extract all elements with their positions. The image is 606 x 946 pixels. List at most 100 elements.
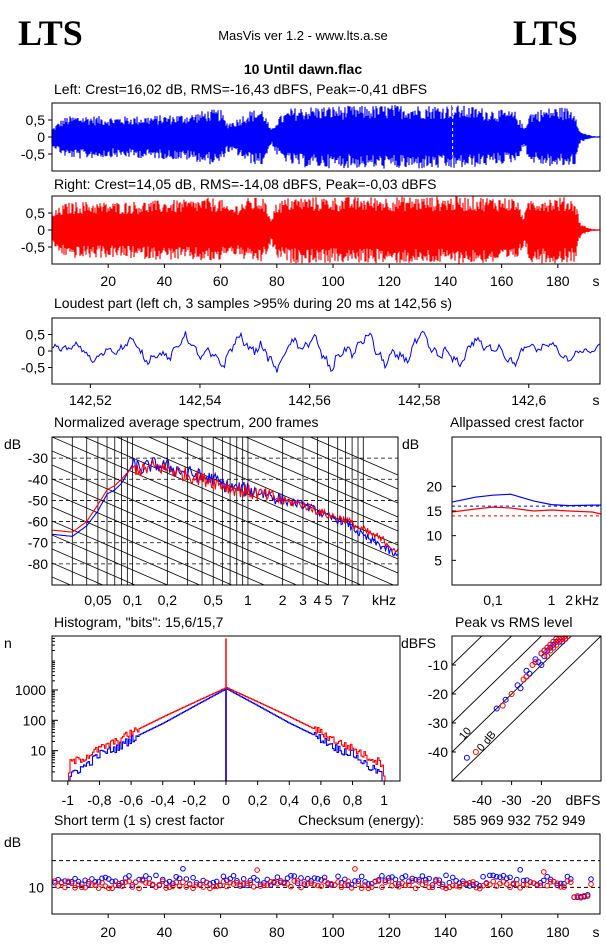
- spectrum-frame: [51, 436, 399, 586]
- short-term-point-0: [507, 874, 513, 881]
- short-term-point-0: [183, 876, 190, 882]
- short-term-point-1: [92, 882, 99, 888]
- peak-rms-point-0: [526, 670, 533, 677]
- spectrum-ytick-label: -50: [28, 492, 48, 508]
- short-term-point-0: [72, 875, 78, 882]
- short-term-point-1: [95, 885, 102, 891]
- short-term-point-1: [534, 881, 540, 888]
- short-term-point-0: [402, 873, 409, 879]
- short-term-point-1: [132, 879, 139, 886]
- short-term-point-0: [358, 873, 365, 880]
- short-term-point-1: [473, 884, 480, 891]
- short-term-xtick-label: 80: [269, 924, 285, 940]
- short-term-point-0: [136, 876, 142, 883]
- short-term-point-0: [335, 873, 341, 880]
- short-term-point-1: [530, 880, 537, 886]
- peak-rms-point-0: [502, 696, 509, 703]
- histogram-xtick-label: -0,2: [182, 792, 206, 808]
- short-term-point-1: [395, 883, 402, 890]
- spectrum-xtick-label: 7: [342, 592, 350, 608]
- crest-xtick-label: 1: [548, 592, 556, 608]
- short-term-point-1: [126, 878, 132, 885]
- short-term-point-1: [186, 881, 193, 888]
- peak-rms-point-0: [517, 685, 524, 692]
- short-term-point-1: [362, 882, 368, 888]
- spectrum-slope-line: [52, 450, 363, 585]
- short-term-point-1: [234, 880, 240, 886]
- short-term-point-0: [109, 878, 115, 885]
- peak-rms-point-1: [472, 749, 479, 755]
- spectrum-slope-line: [52, 534, 169, 585]
- short-term-point-0: [422, 877, 429, 883]
- spectrum-plot: [52, 437, 398, 585]
- short-term-point-0: [298, 875, 304, 881]
- loudest-part-frame: [51, 317, 601, 385]
- short-term-point-1: [439, 884, 446, 890]
- spectrum-xtick-label: 4: [313, 592, 321, 608]
- loudest-part-xtick-label: 142,52: [69, 392, 112, 408]
- short-term-point-1: [385, 878, 392, 884]
- short-term-point-1: [460, 880, 466, 887]
- short-term-point-0: [180, 865, 186, 872]
- spectrum-xtick-label: 0,2: [158, 592, 178, 608]
- short-term-point-1: [143, 880, 149, 886]
- short-term-point-1: [72, 885, 78, 891]
- short-term-point-1: [564, 878, 571, 884]
- short-term-point-0: [588, 876, 594, 882]
- short-term-point-0: [126, 873, 132, 879]
- short-term-point-0: [443, 872, 449, 879]
- short-term-point-1: [429, 884, 436, 891]
- short-term-point-0: [75, 878, 82, 885]
- short-term-xtick-label: 100: [321, 924, 345, 940]
- peak-rms-frame: [451, 635, 602, 782]
- short-term-point-1: [277, 878, 284, 884]
- loudest-part-xtick-label: 142,6: [511, 392, 546, 408]
- short-term-point-0: [291, 873, 298, 879]
- short-term-point-0: [436, 877, 443, 883]
- short-term-point-0: [406, 878, 412, 885]
- short-term-point-0: [159, 876, 166, 883]
- short-term-point-1: [561, 884, 567, 890]
- short-term-point-1: [588, 881, 594, 887]
- crest-factor-title: Allpassed crest factor: [450, 414, 584, 430]
- short-term-point-1: [436, 880, 443, 886]
- short-term-point-0: [487, 872, 493, 879]
- spectrum-slope-line: [212, 437, 398, 518]
- crest-ytick-label: 15: [426, 503, 442, 519]
- short-term-point-1: [412, 885, 419, 892]
- checksum-value: 585 969 932 752 949: [453, 812, 586, 828]
- short-term-ylabel: dB: [4, 834, 21, 850]
- peak-rms-point-0: [463, 754, 470, 761]
- short-term-point-0: [227, 875, 233, 882]
- short-term-point-0: [497, 874, 503, 880]
- peak-rms-point-1: [532, 659, 539, 666]
- short-term-point-1: [85, 878, 92, 885]
- short-term-point-1: [409, 878, 416, 884]
- short-term-point-1: [119, 883, 126, 889]
- histogram-frame: [51, 635, 401, 782]
- short-term-ytick-label: 10: [28, 879, 44, 895]
- peak-rms-ytick-label: -30: [428, 715, 448, 731]
- short-term-point-1: [328, 881, 335, 887]
- spectrum-ytick-label: -30: [28, 450, 48, 466]
- short-term-point-1: [298, 884, 304, 891]
- short-term-point-0: [89, 876, 95, 882]
- short-term-point-1: [190, 885, 196, 892]
- short-term-point-1: [490, 878, 497, 885]
- crest-diagonal-label: 40: [403, 690, 420, 707]
- short-term-point-1: [503, 881, 510, 887]
- short-term-point-1: [237, 881, 244, 888]
- right-waveform-xtick-label: 20: [100, 273, 116, 289]
- short-term-point-1: [379, 884, 385, 890]
- short-term-point-1: [159, 878, 166, 884]
- short-term-point-1: [520, 881, 527, 888]
- crest-ytick-label: 20: [426, 478, 442, 494]
- short-term-point-0: [355, 878, 362, 884]
- right-waveform-frame: [51, 195, 601, 265]
- short-term-point-0: [247, 877, 254, 884]
- right-waveform-ytick-label: 0,5: [26, 205, 46, 221]
- short-term-point-1: [348, 885, 355, 891]
- peak-rms-point-1: [565, 636, 572, 639]
- short-term-point-0: [321, 874, 328, 881]
